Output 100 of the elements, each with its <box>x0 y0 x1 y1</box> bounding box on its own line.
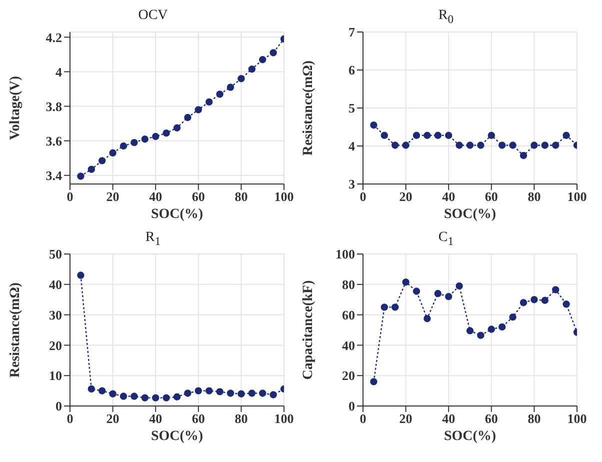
point <box>445 292 452 300</box>
x-tick-label: 0 <box>66 411 74 426</box>
x-axis-title: SOC(%) <box>444 207 496 222</box>
point <box>77 272 84 279</box>
y-tick-label: 3.6 <box>46 133 62 148</box>
point <box>552 286 560 294</box>
point <box>206 387 213 394</box>
point <box>141 135 148 143</box>
y-tick-label: 80 <box>342 277 355 292</box>
x-tick-label: 60 <box>192 411 205 426</box>
point <box>370 122 378 129</box>
point <box>380 304 388 311</box>
y-tick-label: 40 <box>49 277 62 292</box>
y-tick-label: 3.8 <box>46 98 62 114</box>
point <box>466 327 474 334</box>
point <box>120 142 128 150</box>
point <box>498 142 506 149</box>
point <box>184 390 192 397</box>
x-tick-label: 80 <box>528 411 541 426</box>
x-tick-label: 80 <box>234 189 248 204</box>
point <box>402 278 410 286</box>
point <box>109 149 116 157</box>
y-tick-label: 4.2 <box>46 30 62 45</box>
y-tick-label: 50 <box>49 246 62 262</box>
x-tick-label: 40 <box>149 189 162 204</box>
point <box>456 282 463 290</box>
point <box>259 390 266 397</box>
point <box>456 142 463 149</box>
point <box>402 142 410 149</box>
point <box>477 142 484 149</box>
point <box>498 323 506 331</box>
x-tick-label: 60 <box>484 411 498 426</box>
point <box>424 132 431 139</box>
point <box>509 142 516 149</box>
point <box>434 290 442 298</box>
point <box>130 392 138 400</box>
point <box>162 394 170 402</box>
point <box>194 106 202 114</box>
y-axis-title: Resistance(mΩ) <box>300 60 316 156</box>
x-axis-title: SOC(%) <box>444 429 496 444</box>
point <box>109 390 116 398</box>
point <box>130 138 138 146</box>
point <box>270 49 277 56</box>
point <box>562 132 570 139</box>
point <box>434 132 442 139</box>
chart-title: OCV <box>137 8 169 25</box>
point <box>380 132 388 139</box>
y-tick-label: 4 <box>348 138 356 154</box>
x-tick-label: 20 <box>399 411 412 426</box>
point <box>445 132 452 139</box>
x-tick-label: 100 <box>274 411 294 426</box>
x-tick-label: 40 <box>442 189 456 204</box>
point <box>370 378 378 386</box>
point <box>509 313 516 321</box>
y-tick-label: 0 <box>56 398 62 414</box>
y-tick-label: 6 <box>348 62 356 78</box>
point <box>216 90 224 98</box>
point <box>226 84 234 91</box>
y-tick-label: 0 <box>348 398 355 414</box>
point <box>259 56 266 64</box>
point <box>412 288 420 295</box>
x-axis-title: SOC(%) <box>150 207 204 222</box>
x-tick-label: 20 <box>106 411 120 426</box>
point <box>541 142 548 149</box>
point <box>238 75 245 82</box>
point <box>392 142 399 149</box>
point <box>530 142 538 149</box>
y-tick-label: 7 <box>348 24 356 40</box>
point <box>152 394 160 402</box>
point <box>141 394 148 402</box>
y-tick-label: 40 <box>342 338 355 353</box>
point <box>206 98 213 106</box>
point <box>520 299 528 306</box>
point <box>412 132 420 139</box>
point <box>238 390 245 398</box>
point <box>530 296 538 304</box>
y-tick-label: 4 <box>56 64 62 80</box>
y-axis-title: Voltage(V) <box>8 76 23 140</box>
chart-title: R$_{1}$ <box>144 230 162 248</box>
x-tick-label: 80 <box>234 411 248 426</box>
x-axis-title: SOC(%) <box>150 429 204 444</box>
x-tick-label: 100 <box>274 189 294 204</box>
x-tick-label: 20 <box>399 189 412 204</box>
y-axis-title: Resistance(mΩ) <box>8 282 23 378</box>
point <box>194 387 202 394</box>
point <box>248 390 256 397</box>
point <box>216 388 224 396</box>
point <box>488 326 495 333</box>
point <box>270 391 277 398</box>
chart-title: R$_{0}$ <box>437 8 455 26</box>
point <box>488 132 495 139</box>
point <box>520 152 528 160</box>
x-tick-label: 100 <box>567 411 587 426</box>
y-tick-label: 60 <box>342 307 355 322</box>
y-tick-label: 3 <box>348 176 356 192</box>
x-tick-label: 0 <box>360 411 366 426</box>
point <box>552 142 560 149</box>
point <box>162 129 170 137</box>
point <box>98 157 106 164</box>
y-tick-label: 20 <box>49 338 62 353</box>
